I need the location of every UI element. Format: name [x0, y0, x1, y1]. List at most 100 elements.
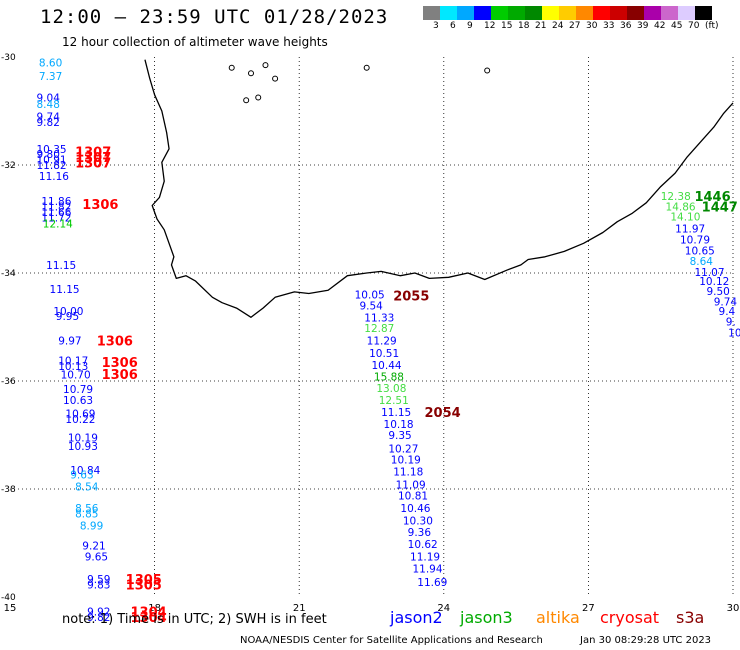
wave-height-value: 10.17: [58, 355, 88, 367]
inland-water-mark: [272, 75, 279, 82]
legend-swatch: [610, 6, 627, 20]
wave-height-value: 10.81: [398, 490, 428, 502]
legend-label: 45: [671, 21, 683, 31]
wave-height-value: 11.72: [41, 212, 71, 224]
legend-swatch: [644, 6, 661, 20]
wave-height-value: 9.21: [82, 541, 105, 553]
legend-label: 9: [467, 21, 473, 31]
wave-height-value: 9.65: [85, 552, 108, 564]
wave-height-value: 9.83: [87, 580, 110, 592]
satellite-name-jason2: jason2: [390, 608, 443, 627]
inland-water-mark: [262, 62, 269, 69]
graticule: [10, 57, 734, 597]
legend-swatch: [508, 6, 525, 20]
legend-swatch: [457, 6, 474, 20]
wave-height-value: 11.15: [381, 407, 411, 419]
legend-label: (ft): [705, 21, 719, 31]
wave-height-value: 10.62: [408, 539, 438, 551]
wave-height-value: 9.92: [87, 607, 110, 619]
pass-time-label: 1304: [131, 606, 167, 621]
wave-height-value: 9.36: [408, 527, 432, 539]
wave-height-value: 10.05: [355, 290, 385, 302]
wave-height-value: 11.19: [410, 552, 440, 564]
wave-height-value: 9.54: [359, 300, 383, 312]
legend-swatch: [593, 6, 610, 20]
wave-height-value: 8.54: [75, 481, 99, 493]
wave-height-value: 11.86: [41, 196, 71, 208]
wave-height-value: 8.85: [75, 508, 98, 520]
legend-swatch: [440, 6, 457, 20]
wave-height-value: 9.04: [37, 93, 61, 105]
pass-time-label: 1306: [82, 198, 118, 213]
lon-tick-label: 24: [437, 603, 450, 614]
pass-time-label: 1307: [75, 151, 111, 166]
coastline: [144, 59, 734, 318]
pass-time-label: 2055: [393, 290, 429, 305]
legend-label: 21: [535, 21, 547, 31]
wave-height-value: 9.82: [37, 117, 60, 129]
wave-height-value: 9.74: [37, 111, 61, 123]
credit: NOAA/NESDIS Center for Satellite Applica…: [240, 635, 543, 646]
inland-water-mark: [248, 70, 254, 77]
wave-height-value: 10.22: [65, 414, 95, 426]
lon-tick-label: 15: [4, 603, 17, 614]
inland-water-mark: [484, 67, 491, 74]
legend-label: 42: [654, 21, 666, 31]
wave-height-value: 8.64: [690, 256, 714, 268]
legend-label: 18: [518, 21, 530, 31]
footnote: note: 1) Time is in UTC; 2) SWH is in fe…: [62, 612, 327, 627]
legend-label: 70: [688, 21, 700, 31]
wave-height-value: 12.51: [379, 395, 409, 407]
wave-height-value: 11.15: [46, 260, 76, 272]
wave-height-value: 9.63: [70, 469, 93, 481]
satellite-name-jason3: jason3: [460, 608, 513, 627]
wave-height-value: 9.95: [56, 311, 79, 323]
wave-height-value: 10.51: [369, 348, 399, 360]
pass-time-label: 1306: [102, 356, 138, 371]
wave-height-value: 10.27: [388, 444, 418, 456]
lat-tick-label: -36: [1, 377, 16, 387]
wave-height-value: 10.19: [391, 454, 421, 466]
legend-swatch: [542, 6, 559, 20]
generated-timestamp: Jan 30 08:29:28 UTC 2023: [580, 635, 712, 646]
inland-water-mark: [243, 97, 250, 104]
legend-swatch: [491, 6, 508, 20]
pass-time-label: 1306: [97, 335, 133, 350]
inland-water-mark: [228, 64, 235, 71]
pass-time-label: 2054: [425, 406, 461, 421]
longitude-labels: 15 18 21 24 27 30: [4, 603, 740, 614]
legend-swatch: [661, 6, 678, 20]
wave-height-value: 11.07: [694, 267, 724, 279]
wave-height-value: 10.19: [68, 433, 98, 445]
inland-water-mark: [363, 64, 370, 71]
wave-height-value: 10.44: [372, 360, 402, 372]
wave-height-value: 9.4: [719, 306, 736, 318]
wave-height-value: 8.48: [37, 99, 60, 111]
wave-height-value: 9.: [726, 317, 736, 329]
wave-height-value: 11.09: [396, 480, 426, 492]
wave-height-value: 10.65: [685, 245, 715, 257]
latitude-labels: -30 -32 -34 -36 -38 -40: [1, 53, 16, 603]
legend-label: 39: [637, 21, 649, 31]
legend-label: 12: [484, 21, 496, 31]
wave-height-value: 11.29: [367, 336, 397, 348]
lat-tick-label: -32: [1, 161, 16, 171]
lon-tick-label: 30: [727, 603, 740, 614]
wave-height-value: 11.66: [41, 207, 71, 219]
wave-height-value: 14.86: [666, 202, 696, 214]
wave-height-value: 12.87: [364, 323, 394, 335]
wave-height-value: 10.70: [61, 370, 91, 382]
legend-label: 6: [450, 21, 456, 31]
satellite-name-cryosat: cryosat: [600, 608, 660, 627]
legend-label: 36: [620, 21, 632, 31]
pass-time-label: 1305: [126, 573, 162, 588]
legend-swatch: [627, 6, 644, 20]
pass-time-label: 1305: [126, 579, 162, 594]
wave-height-value: 11.15: [50, 284, 80, 296]
wave-height-value: 14.10: [670, 211, 700, 223]
legend-label: 15: [501, 21, 513, 31]
wave-height-value: 11.97: [675, 224, 705, 236]
wave-height-value: 11.69: [417, 577, 447, 589]
wave-height-value: 11.33: [364, 312, 394, 324]
wave-height-value: 10.13: [58, 361, 88, 373]
